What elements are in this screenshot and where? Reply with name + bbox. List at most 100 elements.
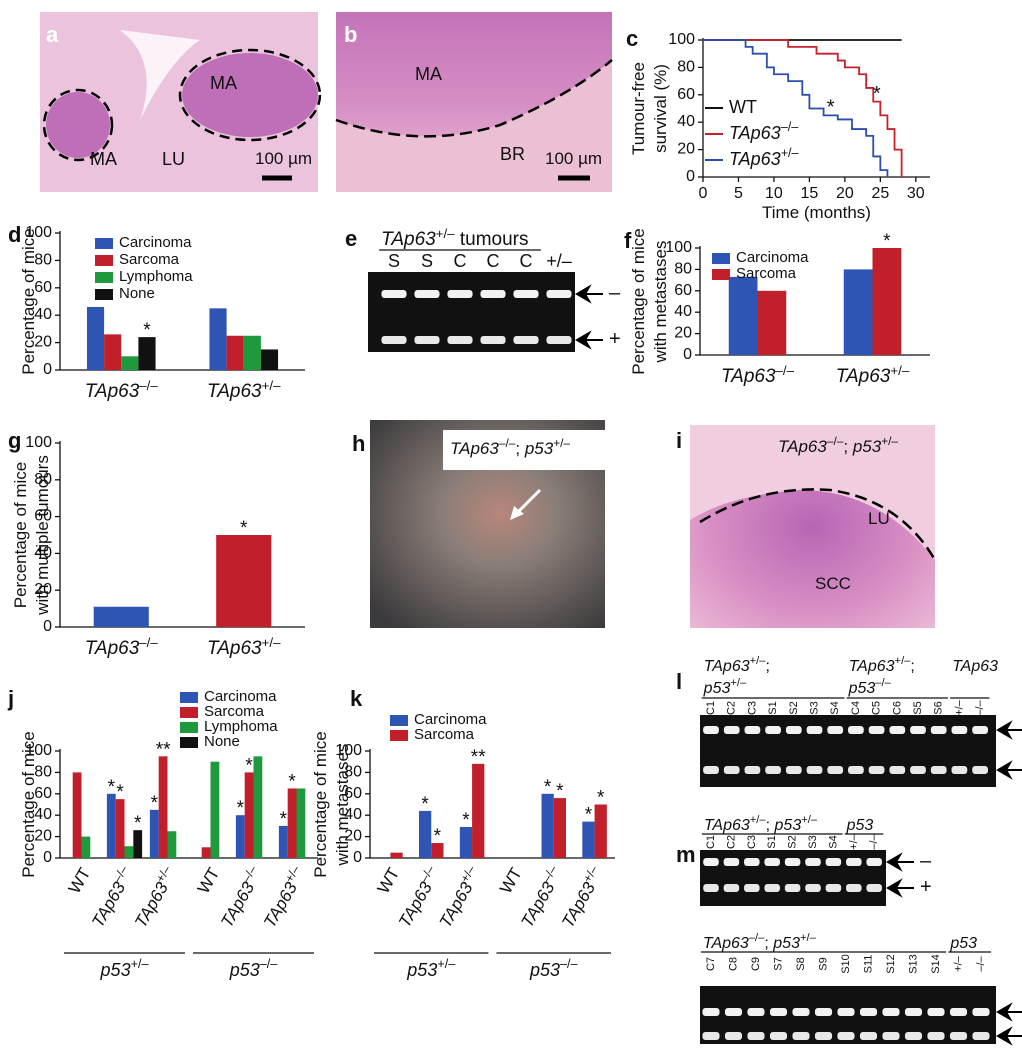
legend-swatch <box>390 730 408 741</box>
gel-group-label: TAp63+/–; <box>704 655 770 675</box>
y-tick-label: 60 <box>674 282 692 299</box>
x-tick-label: TAp63–/– <box>215 863 267 931</box>
annotation: * <box>134 813 142 834</box>
legend-label: Carcinoma <box>736 249 809 266</box>
panel-letter: m <box>676 842 696 867</box>
y-tick-label: 60 <box>34 508 52 525</box>
bar <box>104 334 122 370</box>
lane-label: C4 <box>850 701 862 715</box>
gel-band <box>513 336 539 344</box>
bar <box>167 831 177 858</box>
bar <box>124 846 134 858</box>
lane-label: C5 <box>871 701 883 715</box>
x-axis-label: Time (months) <box>762 203 871 222</box>
gel-band <box>723 726 740 734</box>
gel-band <box>972 766 988 774</box>
panel-letter: a <box>46 22 59 47</box>
gel-band <box>805 884 821 892</box>
legend-swatch <box>180 722 198 733</box>
image-h <box>370 420 605 628</box>
gel-band <box>723 858 740 866</box>
bar <box>419 810 432 858</box>
y-tick-label: 80 <box>34 471 52 488</box>
gel-group-label: TAp63+/–; p53+/– <box>704 814 818 834</box>
gel-band <box>866 858 882 866</box>
bar <box>541 793 554 858</box>
gel-band <box>868 726 885 734</box>
lane-label: +/– <box>546 251 572 271</box>
gel-band <box>744 726 761 734</box>
group-label: p53+/– <box>406 957 455 979</box>
lane-label: S4 <box>827 835 839 848</box>
bar <box>115 799 125 858</box>
survival-curve <box>703 39 889 177</box>
gel-band <box>764 884 780 892</box>
gel-band <box>723 766 740 774</box>
gel-band <box>859 1008 878 1016</box>
y-tick-label: 80 <box>34 252 52 269</box>
y-tick-label: 0 <box>683 346 692 363</box>
band-arrow <box>575 330 603 350</box>
lane-label: +/– <box>953 699 965 715</box>
y-tick-label: 100 <box>665 239 692 256</box>
gel-band <box>846 884 862 892</box>
x-tick-label: 15 <box>801 185 819 202</box>
y-tick-label: 40 <box>674 303 692 320</box>
y-tick-label: 0 <box>43 849 52 866</box>
y-axis-label: Percentage of mice <box>11 462 30 608</box>
y-axis-label: with metastases <box>651 241 670 364</box>
gel-band <box>724 1008 743 1016</box>
annotation: * <box>237 798 245 819</box>
gel-band <box>814 1032 833 1040</box>
x-tick-label: WT <box>497 865 527 897</box>
legend-label: TAp63–/– <box>729 120 798 142</box>
gel-band <box>744 858 760 866</box>
gel-band <box>904 1032 923 1040</box>
y-tick-label: 20 <box>34 581 52 598</box>
annotation: * <box>116 782 124 803</box>
x-tick-label: 5 <box>734 185 743 202</box>
gel-band <box>414 290 440 298</box>
gel-band <box>765 766 781 774</box>
band-arrow <box>886 852 914 872</box>
gel-band <box>930 726 947 734</box>
gel-band <box>480 290 506 298</box>
annotation: * <box>288 771 296 792</box>
panel-letter: e <box>345 226 357 251</box>
legend-label: Lymphoma <box>204 718 278 735</box>
lane-label: C9 <box>750 957 762 971</box>
gel-group-label: p53 <box>846 817 874 834</box>
band-marker: + <box>609 328 621 350</box>
bar <box>226 335 244 370</box>
image-a <box>40 12 322 192</box>
x-tick-label: TAp63–/– <box>85 635 159 660</box>
bar <box>278 825 288 858</box>
bar <box>472 763 485 858</box>
gel-band <box>447 290 473 298</box>
x-tick-label: 30 <box>907 185 925 202</box>
legend-label: Sarcoma <box>736 265 797 282</box>
y-tick-label: 100 <box>25 224 52 241</box>
gel-band <box>814 1008 833 1016</box>
image-label: TAp63–/–; p53+/– <box>778 434 898 456</box>
lane-label: C <box>520 251 533 271</box>
panel-letter: k <box>350 686 363 711</box>
gel-band <box>805 858 821 866</box>
gel-band <box>848 766 864 774</box>
gel-band <box>381 290 407 298</box>
gel-band <box>889 766 906 774</box>
panel-letter: d <box>8 222 21 247</box>
bar <box>93 606 149 627</box>
image-label: MA <box>90 149 117 169</box>
band-arrow <box>886 878 914 898</box>
lane-label: C2 <box>726 701 738 715</box>
x-tick-label: WT <box>65 865 95 897</box>
legend-label: None <box>204 733 240 750</box>
gel-band <box>792 1008 810 1016</box>
bar <box>235 815 245 858</box>
gel <box>700 715 996 787</box>
bar <box>138 337 156 370</box>
gel-band <box>827 726 844 734</box>
lane-label: C8 <box>727 957 739 971</box>
